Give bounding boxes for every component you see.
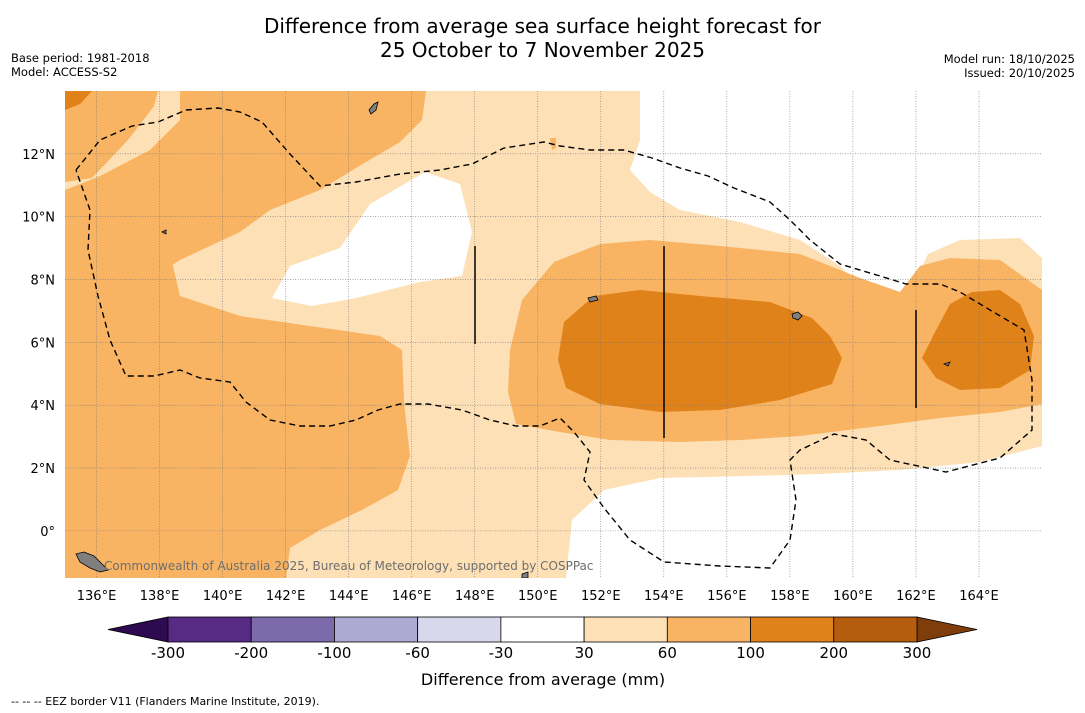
lon-tick-label: 142°E <box>266 589 306 604</box>
island-palau <box>75 551 109 573</box>
anomaly-region-60-100-northwest <box>65 91 426 296</box>
colorbar-tick-label: -100 <box>317 644 351 662</box>
colorbar-under-arrow <box>107 616 169 643</box>
island-small-2 <box>161 229 167 235</box>
lon-tick-label: 140°E <box>203 589 243 604</box>
anomaly-region-100-200-east <box>922 290 1034 390</box>
colorbar-segment <box>167 616 252 643</box>
anomaly-region-60-100-southwest <box>65 258 410 578</box>
lon-tick-label: 162°E <box>896 589 936 604</box>
lon-tick-label: 156°E <box>707 589 747 604</box>
lon-tick-label: 146°E <box>392 589 432 604</box>
latitude-labels: 12°N 10°N 8°N 6°N 4°N 2°N 0° <box>22 148 55 540</box>
colorbar-tick-label: 30 <box>575 644 594 662</box>
lat-tick-label: 10°N <box>22 211 55 226</box>
islands <box>75 101 951 578</box>
lon-tick-label: 144°E <box>329 589 369 604</box>
colorbar-segment <box>417 616 502 643</box>
model-name: Model: ACCESS-S2 <box>11 65 118 79</box>
anomaly-region-100-200-corner <box>65 91 92 110</box>
island-kosrae <box>942 361 951 367</box>
eez-border-west <box>75 107 1033 569</box>
base-period: Base period: 1981-2018 <box>11 51 150 65</box>
lat-tick-label: 4°N <box>31 399 56 414</box>
colorbar-segment <box>833 616 918 643</box>
anomaly-region-near-average-south <box>566 446 1042 578</box>
anomaly-region-near-average-north <box>272 172 472 306</box>
title-line-1: Difference from average sea surface heig… <box>263 14 822 38</box>
lat-tick-label: 12°N <box>22 148 55 163</box>
lon-tick-label: 148°E <box>455 589 495 604</box>
lat-tick-label: 8°N <box>31 274 56 289</box>
map-panel: Commonwealth of Australia 2025, Bureau o… <box>65 91 1042 578</box>
issued-date: Issued: 20/10/2025 <box>964 66 1075 80</box>
colorbar-segment <box>583 616 668 643</box>
anomaly-region-near-average-northeast <box>630 91 1042 300</box>
colorbar-label: Difference from average (mm) <box>421 670 665 689</box>
map-credit: Commonwealth of Australia 2025, Bureau o… <box>104 559 594 573</box>
lon-tick-label: 160°E <box>833 589 873 604</box>
model-run-date: Model run: 18/10/2025 <box>943 52 1075 66</box>
lon-tick-label: 158°E <box>770 589 810 604</box>
lon-tick-label: 152°E <box>581 589 621 604</box>
longitude-labels: 136°E 138°E 140°E 142°E 144°E 146°E 148°E 150°E… <box>77 589 999 604</box>
lat-tick-label: 6°N <box>31 336 56 351</box>
island-chuuk <box>587 295 599 303</box>
colorbar-tick-label: -30 <box>489 644 514 662</box>
lon-tick-label: 164°E <box>959 589 999 604</box>
colorbar-tick-label: -300 <box>151 644 185 662</box>
island-small-1 <box>521 571 529 578</box>
colorbar-tick-label: 60 <box>658 644 677 662</box>
colorbar-over-arrow <box>916 616 978 643</box>
page-title: Difference from average sea surface heig… <box>0 14 1085 62</box>
colorbar-tick-label: -60 <box>405 644 430 662</box>
model-info: Base period: 1981-2018 Model: ACCESS-S2 <box>11 51 150 79</box>
colorbar-tick-label: 300 <box>903 644 932 662</box>
lat-tick-label: 0° <box>40 525 55 540</box>
lon-tick-label: 154°E <box>644 589 684 604</box>
island-pohnpei <box>791 311 803 321</box>
colorbar-segment <box>750 616 835 643</box>
island-yap <box>368 101 379 115</box>
lon-tick-label: 150°E <box>518 589 558 604</box>
lon-tick-label: 136°E <box>77 589 117 604</box>
colorbar-segment <box>250 616 335 643</box>
anomaly-region-60-100-west <box>65 91 158 182</box>
anomaly-region-100-200-central <box>558 290 842 412</box>
colorbar-tick-label: 200 <box>819 644 848 662</box>
colorbar-segment <box>334 616 419 643</box>
colorbar-tick-label: -200 <box>234 644 268 662</box>
eez-legend-footnote: -- -- -- EEZ border V11 (Flanders Marine… <box>11 695 320 708</box>
run-info: Model run: 18/10/2025 Issued: 20/10/2025 <box>944 52 1075 80</box>
colorbar-tick-label: 100 <box>736 644 765 662</box>
colorbar-segment <box>500 616 585 643</box>
colorbar-segment <box>666 616 751 643</box>
lon-tick-label: 138°E <box>140 589 180 604</box>
colorbar: -300 -200 -100 -60 -30 30 60 100 200 300 <box>107 616 978 662</box>
lat-tick-label: 2°N <box>31 462 56 477</box>
title-line-2: 25 October to 7 November 2025 <box>379 38 706 62</box>
gridlines <box>65 91 1042 578</box>
